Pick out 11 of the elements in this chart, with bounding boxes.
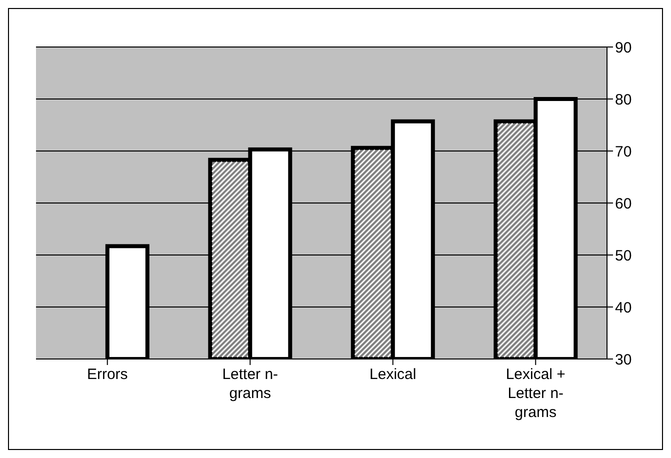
x-tick-label: Lexical: [370, 366, 416, 383]
x-tick-label: Errors: [86, 366, 128, 383]
y-tick-label: 80: [615, 91, 632, 108]
y-tick-label: 30: [615, 351, 632, 368]
x-tick-label: Letter n-grams: [222, 366, 278, 402]
y-tick-label: 50: [615, 247, 632, 264]
y-tick-label: 90: [615, 39, 632, 56]
y-tick-label: 40: [615, 299, 632, 316]
y-tick-label: 70: [615, 143, 632, 160]
y-tick-label: 60: [615, 195, 632, 212]
x-tick-label: Lexical + Letter n-grams: [506, 366, 566, 421]
